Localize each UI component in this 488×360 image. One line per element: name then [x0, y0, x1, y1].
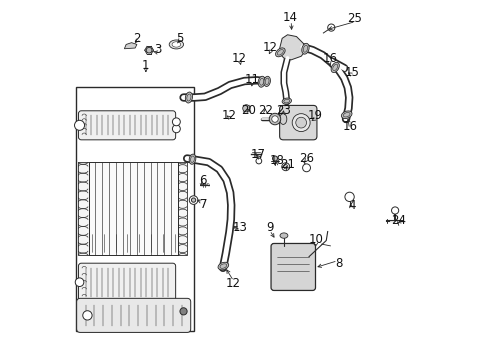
Ellipse shape: [303, 45, 307, 52]
Circle shape: [292, 114, 309, 132]
Text: 12: 12: [262, 41, 277, 54]
Text: 18: 18: [269, 154, 284, 167]
Circle shape: [146, 47, 152, 53]
Text: 12: 12: [222, 109, 237, 122]
Circle shape: [271, 116, 278, 122]
Ellipse shape: [259, 78, 263, 85]
Text: 9: 9: [265, 221, 273, 234]
Text: 17: 17: [250, 148, 265, 161]
Text: 6: 6: [199, 174, 206, 187]
Circle shape: [172, 118, 180, 126]
Circle shape: [302, 164, 310, 172]
Text: 20: 20: [241, 104, 256, 117]
Text: 11: 11: [244, 73, 259, 86]
Text: 16: 16: [342, 120, 357, 133]
Polygon shape: [124, 42, 137, 49]
Ellipse shape: [169, 40, 183, 49]
Circle shape: [74, 120, 84, 130]
Ellipse shape: [282, 98, 291, 104]
Text: 16: 16: [322, 51, 337, 64]
Bar: [76, 87, 194, 330]
Text: 24: 24: [390, 214, 406, 227]
Text: 26: 26: [298, 152, 313, 165]
Text: 8: 8: [334, 257, 342, 270]
Ellipse shape: [186, 94, 191, 101]
Text: 22: 22: [257, 104, 272, 117]
Text: 21: 21: [280, 158, 294, 171]
Circle shape: [283, 165, 287, 169]
Text: 1: 1: [142, 59, 149, 72]
Bar: [78, 162, 88, 255]
Circle shape: [180, 308, 187, 315]
Ellipse shape: [332, 64, 337, 71]
Text: 19: 19: [307, 109, 323, 122]
Ellipse shape: [280, 233, 287, 238]
Circle shape: [255, 158, 261, 164]
Ellipse shape: [279, 114, 286, 125]
Circle shape: [75, 278, 83, 287]
Ellipse shape: [343, 112, 349, 117]
Ellipse shape: [283, 99, 289, 103]
FancyBboxPatch shape: [279, 105, 316, 140]
Text: 4: 4: [347, 199, 355, 212]
Text: 13: 13: [232, 221, 247, 234]
Ellipse shape: [172, 42, 180, 47]
Circle shape: [172, 125, 180, 133]
Ellipse shape: [218, 262, 228, 270]
Circle shape: [281, 163, 289, 171]
Circle shape: [242, 105, 249, 112]
Polygon shape: [278, 35, 305, 60]
FancyBboxPatch shape: [270, 243, 315, 291]
Ellipse shape: [330, 62, 339, 72]
Bar: [88, 162, 178, 255]
Text: 25: 25: [347, 12, 362, 25]
Ellipse shape: [190, 156, 194, 162]
Text: 15: 15: [344, 66, 359, 79]
Ellipse shape: [301, 43, 308, 54]
Text: 12: 12: [231, 51, 246, 64]
Circle shape: [391, 207, 398, 214]
Text: 23: 23: [275, 104, 290, 117]
Ellipse shape: [189, 154, 195, 164]
Ellipse shape: [264, 78, 268, 85]
Circle shape: [272, 156, 277, 161]
FancyBboxPatch shape: [78, 111, 175, 140]
Circle shape: [82, 311, 92, 320]
Text: 5: 5: [176, 32, 183, 45]
Ellipse shape: [258, 76, 265, 87]
Ellipse shape: [220, 264, 226, 268]
Ellipse shape: [263, 76, 270, 86]
Bar: [178, 162, 187, 255]
Circle shape: [269, 113, 280, 125]
Ellipse shape: [277, 50, 283, 55]
FancyBboxPatch shape: [77, 298, 190, 332]
Ellipse shape: [275, 48, 285, 57]
Circle shape: [327, 24, 334, 31]
Text: 2: 2: [133, 32, 141, 45]
Text: 7: 7: [199, 198, 206, 211]
Circle shape: [344, 192, 353, 202]
Ellipse shape: [341, 111, 351, 118]
Circle shape: [189, 196, 198, 204]
Text: 3: 3: [154, 43, 161, 56]
Ellipse shape: [185, 92, 192, 103]
Text: 14: 14: [283, 12, 297, 24]
Text: 12: 12: [225, 278, 240, 291]
FancyBboxPatch shape: [78, 263, 175, 301]
Circle shape: [191, 198, 195, 202]
Circle shape: [295, 117, 306, 128]
Text: 10: 10: [308, 233, 323, 246]
